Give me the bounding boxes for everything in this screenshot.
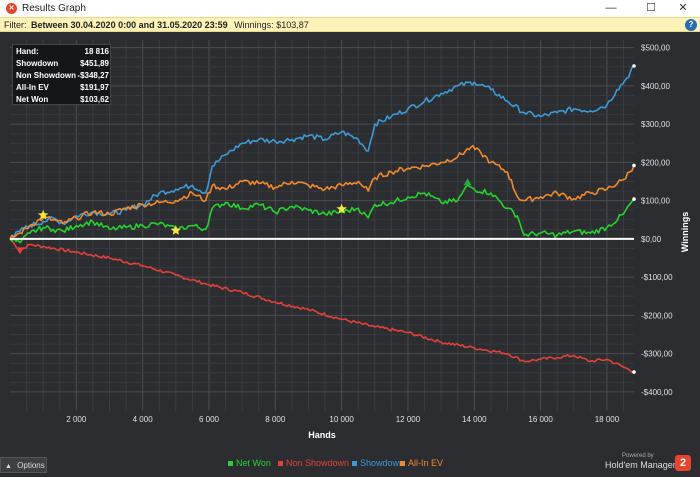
legend-swatch <box>400 461 405 467</box>
legend-label: Non Showdown <box>286 458 350 468</box>
x-tick-label: 4 000 <box>133 415 154 424</box>
y-axis-ticks: $500,00 $400,00 $300,00 $200,00 $100,00 $0,00… <box>641 44 673 397</box>
x-tick-label: 16 000 <box>528 415 553 424</box>
x-tick-label: 6 000 <box>199 415 220 424</box>
close-button[interactable]: ✕ <box>678 2 688 14</box>
y-tick-label: -$400,00 <box>641 388 673 397</box>
x-tick-label: 10 000 <box>329 415 354 424</box>
y-tick-label: -$100,00 <box>641 273 673 282</box>
stat-row: Hand: 18 816 <box>13 46 112 58</box>
series-line-net-won <box>9 184 635 244</box>
help-icon[interactable]: ? <box>685 19 697 31</box>
series-end-point <box>632 163 636 168</box>
series-line-all-in-ev <box>9 144 635 240</box>
stat-label: All-In EV <box>16 83 49 92</box>
x-tick-label: 18 000 <box>595 415 620 424</box>
series-lines <box>9 64 636 374</box>
y-tick-label: $400,00 <box>641 82 670 91</box>
legend-item[interactable]: Showdown <box>352 458 404 468</box>
stat-value: -$348,27 <box>77 71 109 80</box>
maximize-button[interactable]: ☐ <box>646 2 656 14</box>
results-chart: $500,00 $400,00 $300,00 $200,00 $100,00 $0,00… <box>9 40 690 440</box>
powered-by-label: Powered by <box>622 453 654 459</box>
options-button[interactable]: ▲ Options <box>0 457 47 473</box>
stat-label: Hand: <box>16 47 39 56</box>
triangle-down-marker <box>15 247 24 255</box>
legend-label: All-In EV <box>408 458 444 468</box>
star-marker <box>37 209 49 220</box>
legend-swatch <box>228 461 233 467</box>
x-tick-label: 12 000 <box>396 415 421 424</box>
legend-label: Net Won <box>236 458 271 468</box>
series-end-point <box>632 197 636 201</box>
stat-row: Non Showdown -$348,27 <box>13 70 112 82</box>
stat-row: Showdown $451,89 <box>13 58 112 70</box>
legend-item[interactable]: Net Won <box>228 458 271 468</box>
filter-bar: Filter: Between 30.04.2020 0:00 and 31.0… <box>0 17 700 32</box>
y-tick-label: $300,00 <box>641 120 670 129</box>
x-tick-label: 8 000 <box>265 415 286 424</box>
stat-value: $451,89 <box>80 59 109 68</box>
hem-logo-icon: ✕ <box>6 3 17 14</box>
window-title: Results Graph <box>22 3 86 14</box>
brand-name: Hold'em Manager <box>605 460 676 470</box>
triangle-up-marker <box>463 178 472 186</box>
filter-text: Filter: Between 30.04.2020 0:00 and 31.0… <box>4 20 309 30</box>
star-marker <box>170 225 181 235</box>
series-end-point <box>632 64 636 68</box>
x-tick-label: 14 000 <box>462 415 487 424</box>
legend-swatch <box>352 461 357 467</box>
series-end-point <box>632 370 636 374</box>
x-axis-ticks: 2 000 4 000 6 000 8 000 10 000 12 000 14 000 16… <box>66 415 619 424</box>
filter-range: Between 30.04.2020 0:00 and 31.05.2020 2… <box>31 20 228 30</box>
hem2-logo-icon: 2 <box>675 455 691 471</box>
y-tick-label: $200,00 <box>641 158 670 167</box>
stat-row: All-In EV $191,97 <box>13 82 112 94</box>
y-tick-label: -$200,00 <box>641 311 673 320</box>
stat-value: $191,97 <box>80 83 109 92</box>
series-line-showdown <box>9 65 635 241</box>
y-tick-label: $0,00 <box>641 235 662 244</box>
x-tick-label: 2 000 <box>66 415 87 424</box>
event-markers <box>15 178 472 255</box>
y-tick-label: -$300,00 <box>641 350 673 359</box>
bottom-bar: ▲ Options Net Won Non Showdown Showdown All… <box>0 453 700 477</box>
x-axis-title: Hands <box>308 430 336 440</box>
title-bar: ✕ Results Graph — ☐ ✕ <box>0 0 700 17</box>
plot-area <box>10 40 634 411</box>
stat-value: $103,62 <box>80 95 109 104</box>
legend-item[interactable]: Non Showdown <box>278 458 349 468</box>
star-marker <box>336 203 347 214</box>
stat-label: Net Won <box>16 95 49 104</box>
minimize-button[interactable]: — <box>605 2 617 14</box>
y-axis-title: Winnings <box>680 212 690 252</box>
filter-label: Filter: <box>4 20 27 30</box>
stat-label: Showdown <box>16 59 59 68</box>
stat-label: Non Showdown <box>16 71 76 80</box>
y-tick-label: $100,00 <box>641 197 670 206</box>
stat-value: 18 816 <box>84 47 109 56</box>
legend-item[interactable]: All-In EV <box>400 458 443 468</box>
caret-up-icon: ▲ <box>5 463 12 470</box>
options-label: Options <box>17 461 45 470</box>
stat-row: Net Won $103,62 <box>13 94 112 106</box>
y-tick-label: $500,00 <box>641 44 670 53</box>
legend-swatch <box>278 461 283 467</box>
stats-summary: Hand: 18 816 Showdown $451,89 Non Showdown -$… <box>12 44 111 105</box>
filter-winnings: Winnings: $103,87 <box>234 20 309 30</box>
legend-label: Showdown <box>360 458 405 468</box>
series-line-non-showdown <box>9 238 635 374</box>
